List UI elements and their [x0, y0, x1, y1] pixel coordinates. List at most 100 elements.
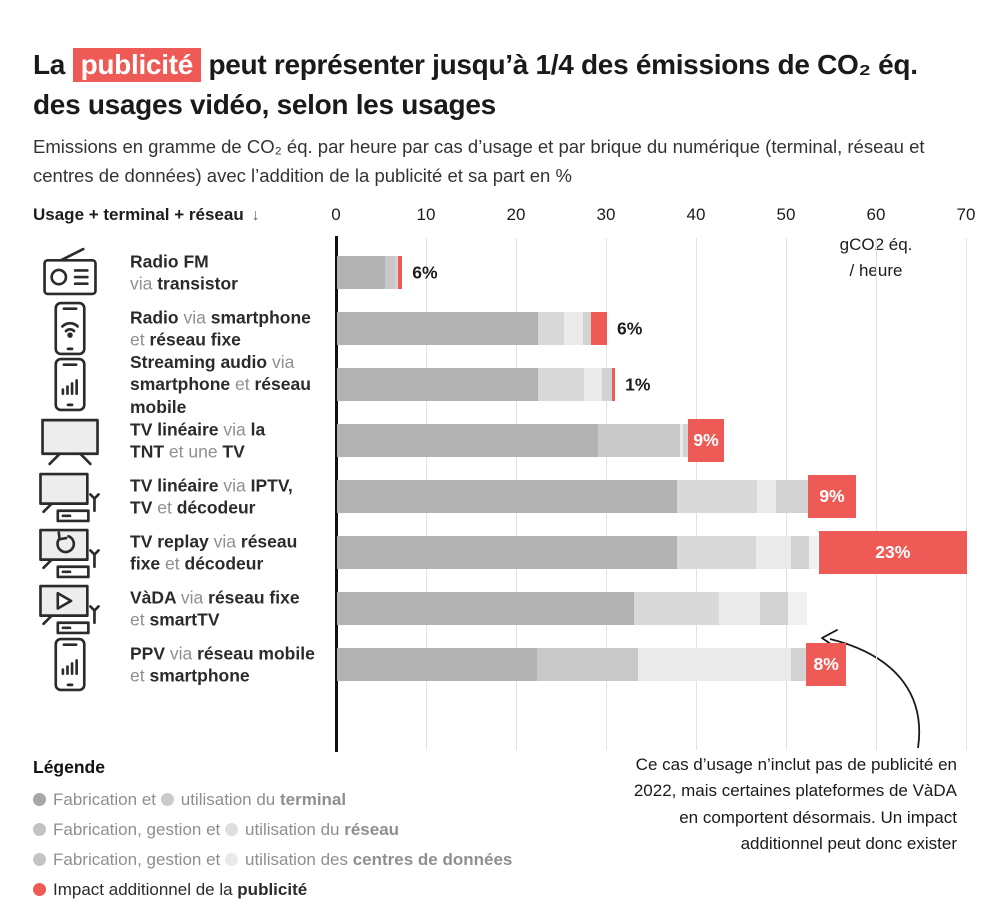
bar-segment-reseau_fabrication_gestion [677, 536, 757, 569]
usage-label: Radio via smartphone et réseau fixe [130, 306, 311, 350]
axis-tick: 20 [506, 205, 526, 224]
sort-arrow-icon: ↓ [251, 207, 260, 224]
smartphone-signal-icon [36, 637, 102, 692]
stacked-bar [337, 256, 403, 289]
legend-dot-icon [33, 793, 46, 806]
bar-segment-reseau_utilisation [563, 312, 583, 345]
ad-impact-segment: 9% [807, 475, 857, 518]
bar-segment-terminal_fabrication [337, 312, 538, 345]
stacked-bar [337, 648, 806, 681]
legend-dot-icon [33, 883, 46, 896]
bar-segment-reseau_fabrication_gestion [537, 312, 564, 345]
stacked-bar [337, 536, 819, 569]
bar-segment-terminal_fabrication [337, 480, 678, 513]
stacked-bar [337, 480, 808, 513]
tv-icon [36, 413, 102, 468]
bar-segment-reseau_utilisation [756, 536, 791, 569]
usage-label: Streaming audio via smartphone et réseau m… [130, 351, 311, 417]
bar-segment-terminal_fabrication [337, 368, 538, 401]
legend-dot-icon [224, 823, 238, 836]
bar-segment-terminal_fabrication [337, 424, 598, 457]
bar-segment-centres_donnees_fabrication_gestion [759, 592, 788, 625]
column-header-label: Usage + terminal + réseau [33, 205, 244, 224]
gridline [876, 238, 877, 750]
axis-tick: 50 [776, 205, 796, 224]
title-prefix: La [33, 48, 73, 80]
zero-axis-line [335, 236, 338, 752]
usage-label: PPV via réseau mobile et smartphone [130, 642, 315, 686]
bar-segment-reseau_utilisation [583, 368, 602, 401]
bar-segment-centres_donnees_fabrication_gestion [790, 536, 810, 569]
ad-impact-segment [590, 312, 607, 345]
legend-dot-icon [33, 823, 46, 836]
ad-impact-segment: 8% [805, 643, 847, 686]
axis-tick: 60 [866, 205, 886, 224]
bar-segment-terminal_fabrication [337, 256, 385, 289]
stacked-bar [337, 592, 807, 625]
ad-impact-segment [612, 368, 616, 401]
bar-segment-centres_donnees_utilisation [809, 536, 819, 569]
axis-tick: 70 [956, 205, 976, 224]
usage-label: TV linéaire via IPTV, TV et décodeur [130, 474, 293, 518]
bar-segment-terminal_fabrication [337, 648, 537, 681]
legend-item: Fabrication, gestion et utilisation des … [33, 850, 512, 870]
legend-item: Fabrication et utilisation du terminal [33, 790, 346, 810]
legend-dot-icon [160, 793, 174, 806]
usage-label: TV replay via réseau fixe et décodeur [130, 530, 298, 574]
bar-segment-terminal_fabrication [337, 536, 678, 569]
column-header: Usage + terminal + réseau ↓ [33, 205, 260, 225]
stacked-bar [337, 368, 616, 401]
bar-segment-centres_donnees_utilisation [787, 592, 807, 625]
bar-segment-terminal_utilisation [536, 648, 638, 681]
bar-segment-reseau_utilisation [757, 480, 777, 513]
axis-tick: 30 [596, 205, 616, 224]
bar-segment-terminal_utilisation [598, 424, 680, 457]
legend-title: Légende [33, 757, 105, 777]
bar-segment-centres_donnees_fabrication_gestion [582, 312, 591, 345]
legend-item: Fabrication, gestion et utilisation du r… [33, 820, 399, 840]
legend-dot-icon [33, 853, 46, 866]
radio-icon [36, 245, 102, 300]
bar-segment-terminal_utilisation [384, 256, 395, 289]
ad-impact-segment: 23% [818, 531, 967, 574]
page-title: La publicité peut représenter jusqu’à 1/… [33, 45, 968, 126]
bar-segment-centres_donnees_fabrication_gestion [683, 424, 688, 457]
tv-play-decoder-icon [36, 581, 102, 636]
axis-tick: 40 [686, 205, 706, 224]
bar-segment-reseau_utilisation [679, 424, 684, 457]
ad-impact-segment [398, 256, 403, 289]
legend-item: Impact additionnel de la publicité [33, 880, 307, 900]
legend-dot-icon [224, 853, 238, 866]
gridline [966, 238, 967, 750]
bar-segment-reseau_utilisation [637, 648, 791, 681]
title-highlight: publicité [72, 47, 201, 82]
ad-impact-label: 6% [412, 262, 438, 282]
usage-label: TV linéaire via la TNT et une TV [130, 418, 266, 462]
ad-impact-label: 1% [625, 374, 651, 394]
bar-segment-reseau_fabrication_gestion [537, 368, 584, 401]
ad-impact-label: 6% [617, 318, 643, 338]
tv-replay-decoder-icon [36, 525, 102, 580]
annotation-text: Ce cas d’usage n’inclut pas de publicité… [633, 755, 957, 854]
smartphone-signal-icon [36, 357, 102, 412]
bar-segment-reseau_fabrication_gestion [634, 592, 719, 625]
bar-segment-reseau_fabrication_gestion [677, 480, 758, 513]
stacked-bar [337, 312, 607, 345]
bar-segment-centres_donnees_fabrication_gestion [601, 368, 613, 401]
axis-unit-label: gCO2 éq. / heure [839, 235, 913, 281]
axis-tick: 0 [331, 205, 341, 224]
bar-segment-centres_donnees_fabrication_gestion [394, 256, 399, 289]
bar-segment-terminal_fabrication [337, 592, 634, 625]
tv-decoder-icon [36, 469, 102, 524]
ad-impact-segment: 9% [688, 419, 724, 462]
bar-segment-reseau_utilisation [718, 592, 760, 625]
bar-segment-centres_donnees_fabrication_gestion [790, 648, 806, 681]
stacked-bar [337, 424, 688, 457]
usage-label: VàDA via réseau fixe et smartTV [130, 586, 300, 630]
chart-subtitle: Emissions en gramme de CO₂ éq. par heure… [33, 135, 925, 187]
title-suffix: peut représenter jusqu’à 1/4 des émissio… [33, 48, 918, 121]
bar-segment-centres_donnees_fabrication_gestion [776, 480, 808, 513]
smartphone-wifi-icon [36, 301, 102, 356]
axis-tick: 10 [416, 205, 436, 224]
